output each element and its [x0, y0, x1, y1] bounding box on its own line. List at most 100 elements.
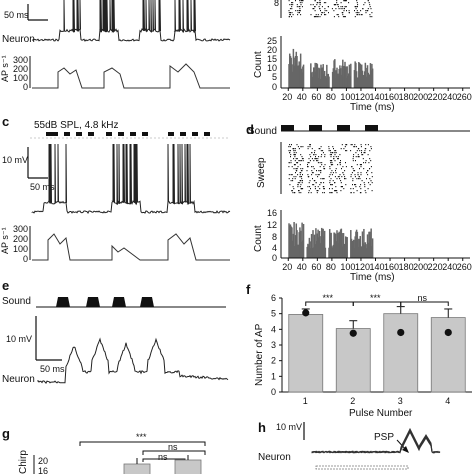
raster-spike [340, 180, 342, 182]
raster-spike [308, 162, 310, 164]
raster-spike [296, 170, 297, 172]
raster-spike [292, 192, 294, 194]
raster-spike [365, 162, 367, 164]
raster-spike [364, 190, 366, 192]
raster-spike [353, 192, 355, 194]
panel-f-y-tick-label: 2 [271, 356, 276, 366]
raster-spike [354, 144, 356, 146]
raster-spike [314, 16, 316, 18]
raster-spike [340, 8, 342, 10]
raster-spike [346, 10, 347, 12]
raster-spike [295, 152, 297, 154]
raster-spike [302, 188, 304, 190]
raster-spike [317, 160, 319, 162]
raster-spike [302, 158, 304, 160]
raster-spike [308, 190, 310, 192]
raster-spike [311, 152, 313, 154]
histogram-bin [323, 230, 326, 258]
raster-spike [294, 156, 296, 158]
raster-spike [338, 176, 340, 178]
raster-spike [350, 192, 352, 194]
raster-spike [292, 2, 294, 4]
raster-spike [335, 170, 336, 172]
raster-spike [343, 0, 345, 2]
raster-spike [361, 164, 362, 166]
panel-a-ap-label: AP s⁻¹ [0, 55, 10, 82]
raster-spike [356, 178, 358, 180]
raster-spike [321, 12, 323, 14]
x-tick-label: 140 [370, 262, 385, 272]
raster-spike [337, 158, 339, 160]
raster-spike [288, 162, 290, 164]
raster-spike [355, 152, 357, 154]
raster-spike [358, 14, 360, 16]
raster-spike [365, 148, 367, 150]
x-tick-label: 80 [326, 92, 336, 102]
raster-spike [369, 168, 371, 170]
raster-spike [299, 176, 301, 178]
raster-spike [357, 154, 359, 156]
raster-spike [354, 6, 356, 8]
raster-spike [367, 154, 369, 156]
panel-g-tick-20: 20 [38, 456, 48, 466]
raster-spike [352, 188, 354, 190]
raster-spike [333, 10, 335, 12]
raster-spike [315, 16, 317, 18]
panel-a-ap-tick-200: 200 [13, 64, 28, 74]
raster-spike [299, 10, 301, 12]
panel-f-y-tick-label: 1 [271, 371, 276, 381]
raster-spike [330, 178, 332, 180]
panel-f-x-tick-label: 4 [445, 396, 450, 406]
x-tick-label: 200 [413, 262, 428, 272]
raster-spike [309, 144, 311, 146]
raster-spike [346, 144, 348, 146]
panel-d-count-axis: 16 12 8 4 0 Count [253, 208, 282, 263]
panel-b-time-label: Time (ms) [350, 102, 395, 113]
raster-spike [309, 186, 311, 188]
panel-c-scalebar-time-label: 50 ms [30, 182, 55, 192]
raster-spike [335, 150, 337, 152]
raster-spike [296, 162, 298, 164]
raster-spike [294, 154, 296, 156]
raster-spike [343, 188, 345, 190]
raster-spike [361, 180, 363, 182]
raster-spike [308, 182, 310, 184]
raster-spike [291, 8, 293, 10]
raster-spike [326, 10, 328, 12]
raster-spike [290, 160, 292, 162]
panel-g-tick-16: 16 [38, 466, 48, 474]
panel-a-rate-axis: 300 200 100 0 AP s⁻¹ [0, 55, 31, 92]
panel-h: h 10 mV PSP Neuron [258, 420, 441, 470]
raster-spike [369, 14, 371, 16]
raster-spike [289, 14, 291, 16]
raster-spike [300, 154, 302, 156]
raster-spike [359, 164, 361, 166]
panel-a-scalebar-time-label: 50 ms [4, 10, 29, 20]
raster-spike [291, 6, 293, 8]
raster-spike [353, 154, 355, 156]
raster-spike [300, 172, 302, 174]
raster-spike [357, 156, 359, 158]
raster-spike [291, 190, 293, 192]
raster-spike [318, 170, 320, 172]
raster-spike [320, 182, 322, 184]
raster-spike [334, 150, 336, 152]
panel-a-ap-tick-100: 100 [13, 73, 28, 83]
panel-d: d Sound Sweep 16 12 8 4 0 Count 20 40 60 80… [246, 122, 472, 283]
raster-spike [299, 182, 301, 184]
raster-spike [300, 146, 302, 148]
raster-spike [316, 192, 318, 194]
raster-spike [307, 148, 309, 150]
raster-spike [298, 10, 300, 12]
raster-spike [362, 8, 364, 10]
raster-spike [345, 0, 347, 2]
panel-h-stimulus-marker [315, 465, 409, 470]
raster-spike [345, 6, 347, 8]
raster-spike [364, 152, 366, 154]
raster-spike [355, 6, 357, 8]
panel-f: f 0 1 2 3 4 5 6 Number of AP 1 2 3 4 Pulse Number ***… [246, 282, 472, 419]
raster-spike [302, 146, 304, 148]
raster-spike [335, 172, 337, 174]
panel-c-stimulus-pulse [46, 132, 58, 136]
raster-spike [344, 178, 345, 180]
